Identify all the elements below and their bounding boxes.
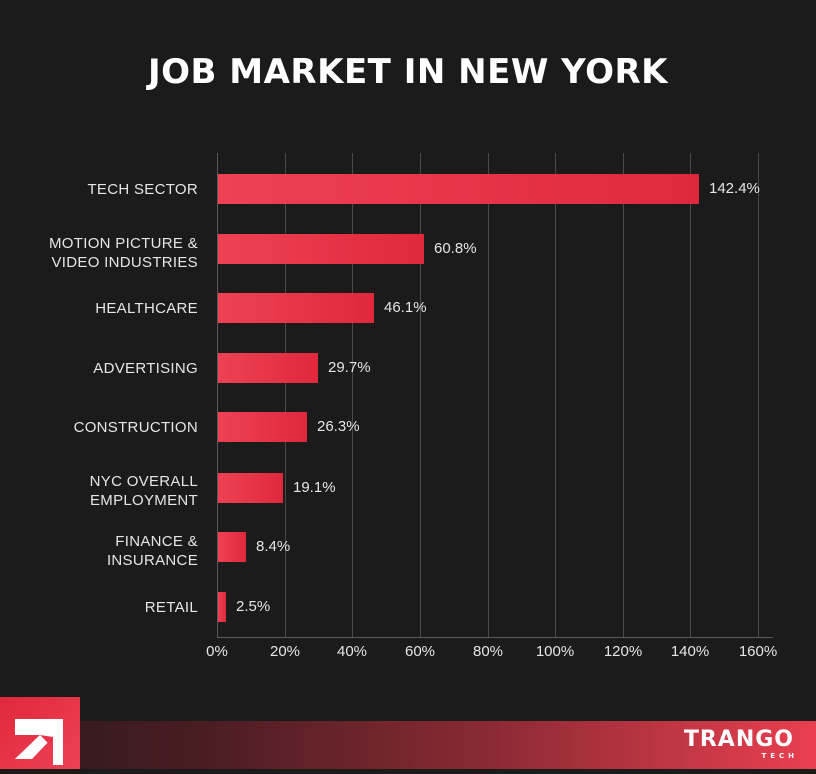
bar xyxy=(218,293,374,323)
brand-sub: TECH xyxy=(761,752,798,760)
x-tick-label: 60% xyxy=(404,643,436,660)
value-label: 8.4% xyxy=(256,538,291,555)
gridline xyxy=(420,153,421,637)
bar xyxy=(218,532,246,562)
x-tick-label: 20% xyxy=(269,643,301,660)
bar xyxy=(218,234,424,264)
gridline xyxy=(285,153,286,637)
value-label: 2.5% xyxy=(236,598,271,615)
category-label: FINANCE & INSURANCE xyxy=(106,533,198,569)
x-tick-label: 0% xyxy=(206,643,228,660)
brand-name: TRANGO xyxy=(683,727,794,752)
value-label: 29.7% xyxy=(328,359,371,376)
bar xyxy=(218,174,699,204)
x-tick-label: 40% xyxy=(336,643,368,660)
bar xyxy=(218,412,307,442)
gridline xyxy=(555,153,556,637)
x-tick-label: 100% xyxy=(535,643,575,660)
chart-title: JOB MARKET IN NEW YORK xyxy=(147,52,669,92)
bar xyxy=(218,473,283,503)
value-label: 26.3% xyxy=(317,418,360,435)
gridline xyxy=(690,153,691,637)
category-label: MOTION PICTURE & VIDEO INDUSTRIES xyxy=(49,235,198,271)
y-axis-line xyxy=(217,153,218,637)
brand-logo: TRANGO TECH xyxy=(683,727,794,761)
category-label: ADVERTISING xyxy=(93,360,198,377)
x-tick-label: 140% xyxy=(670,643,710,660)
bar-chart: TECH SECTOR MOTION PICTURE & VIDEO INDUST… xyxy=(49,153,778,660)
value-label: 60.8% xyxy=(434,240,477,257)
bar xyxy=(218,353,318,383)
value-label: 46.1% xyxy=(384,299,427,316)
arrow-up-right-icon xyxy=(15,719,63,765)
gridline xyxy=(488,153,489,637)
category-label: TECH SECTOR xyxy=(87,181,198,198)
x-tick-label: 120% xyxy=(603,643,643,660)
value-label: 19.1% xyxy=(293,479,336,496)
gridline xyxy=(758,153,759,637)
footer-band xyxy=(0,721,816,769)
category-label: NYC OVERALL EMPLOYMENT xyxy=(89,473,198,509)
category-label: HEALTHCARE xyxy=(95,300,198,317)
value-label: 142.4% xyxy=(709,180,760,197)
x-tick-label: 80% xyxy=(472,643,504,660)
gridline xyxy=(623,153,624,637)
category-label: CONSTRUCTION xyxy=(73,419,198,436)
logo-mark xyxy=(0,697,80,769)
gridline xyxy=(352,153,353,637)
x-axis-line xyxy=(217,637,773,638)
category-label: RETAIL xyxy=(144,599,198,616)
x-tick-label: 160% xyxy=(738,643,778,660)
bar xyxy=(218,592,226,622)
